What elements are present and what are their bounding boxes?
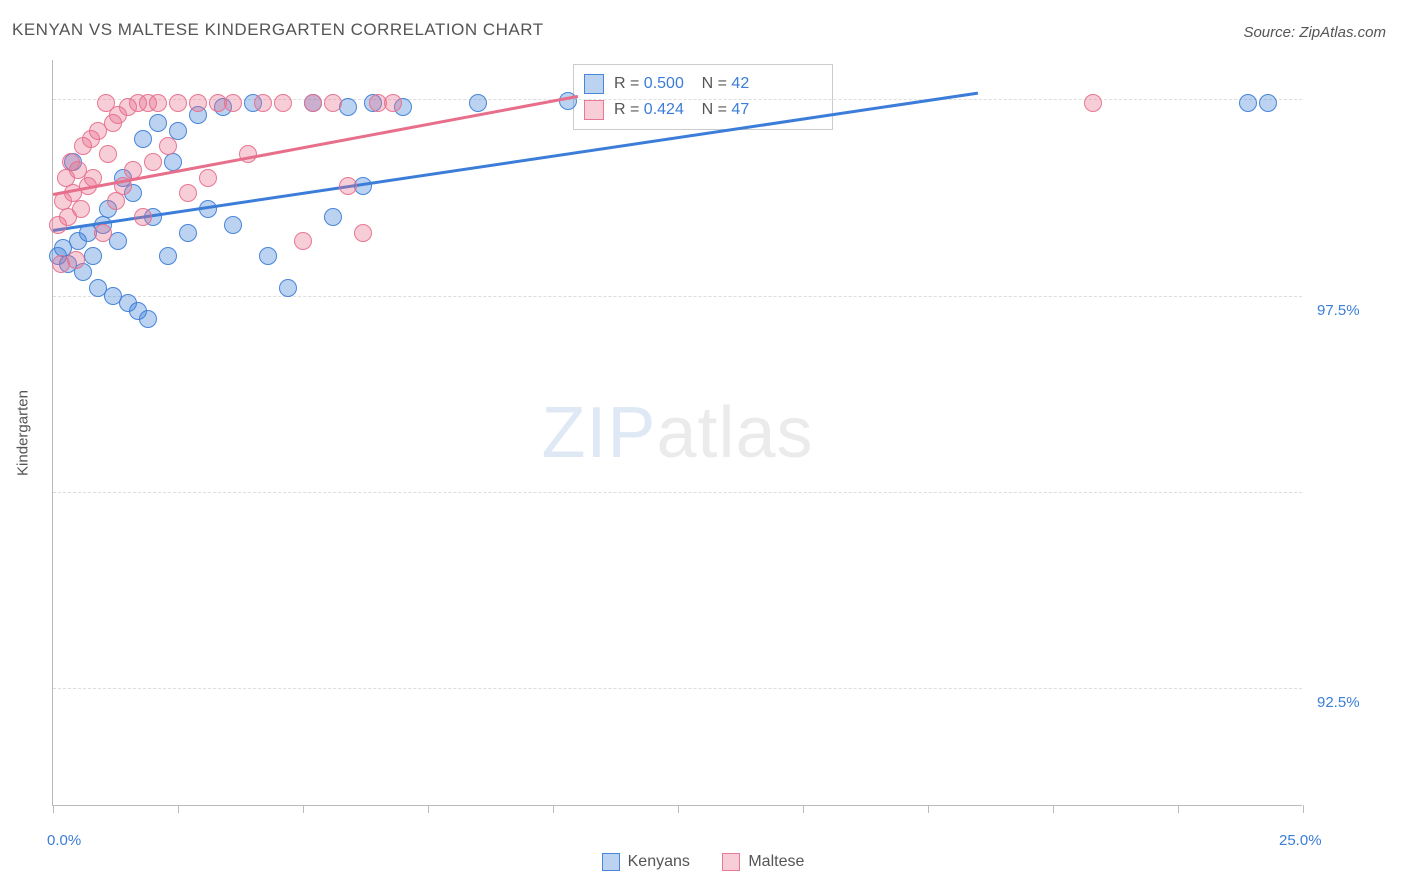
gridline-horizontal <box>53 688 1302 689</box>
data-point-maltese <box>149 94 167 112</box>
bottom-legend-label-maltese: Maltese <box>748 853 804 871</box>
legend-r-value-maltese: 0.424 <box>644 101 684 118</box>
data-point-maltese <box>94 224 112 242</box>
watermark: ZIPatlas <box>541 392 813 474</box>
data-point-maltese <box>274 94 292 112</box>
legend-n-label: N = <box>702 101 727 118</box>
plot-area: Kindergarten ZIPatlas R = 0.500 N = 42 R… <box>52 60 1302 806</box>
bottom-legend-item-maltese: Maltese <box>722 853 804 871</box>
data-point-maltese <box>384 94 402 112</box>
data-point-maltese <box>239 145 257 163</box>
data-point-kenyans <box>159 247 177 265</box>
y-tick-label: 92.5% <box>1317 694 1406 711</box>
data-point-kenyans <box>259 247 277 265</box>
data-point-maltese <box>324 94 342 112</box>
x-tick <box>1053 805 1054 813</box>
legend-stats-row-kenyans: R = 0.500 N = 42 <box>584 71 822 97</box>
x-tick-label: 0.0% <box>47 832 81 849</box>
data-point-maltese <box>97 94 115 112</box>
data-point-kenyans <box>469 94 487 112</box>
legend-r-value-kenyans: 0.500 <box>644 75 684 92</box>
x-tick <box>803 805 804 813</box>
watermark-atlas: atlas <box>656 393 813 473</box>
data-point-maltese <box>67 251 85 269</box>
x-tick <box>178 805 179 813</box>
x-tick-label: 25.0% <box>1279 832 1322 849</box>
watermark-zip: ZIP <box>541 393 656 473</box>
bottom-legend-swatch-maltese <box>722 853 740 871</box>
data-point-maltese <box>84 169 102 187</box>
data-point-maltese <box>159 137 177 155</box>
data-point-maltese <box>179 184 197 202</box>
data-point-maltese <box>254 94 272 112</box>
data-point-maltese <box>339 177 357 195</box>
data-point-maltese <box>72 200 90 218</box>
data-point-kenyans <box>179 224 197 242</box>
source-credit: Source: ZipAtlas.com <box>1243 24 1386 41</box>
legend-n-value-maltese: 47 <box>731 101 749 118</box>
data-point-maltese <box>144 153 162 171</box>
data-point-maltese <box>124 161 142 179</box>
data-point-kenyans <box>169 122 187 140</box>
gridline-horizontal <box>53 492 1302 493</box>
chart-container: KENYAN VS MALTESE KINDERGARTEN CORRELATI… <box>0 0 1406 892</box>
data-point-maltese <box>199 169 217 187</box>
x-tick <box>678 805 679 813</box>
data-point-maltese <box>354 224 372 242</box>
legend-n-label: N = <box>702 75 727 92</box>
data-point-kenyans <box>279 279 297 297</box>
x-tick <box>553 805 554 813</box>
x-tick <box>928 805 929 813</box>
legend-stats-text-maltese: R = 0.424 N = 47 <box>614 97 749 123</box>
data-point-kenyans <box>224 216 242 234</box>
x-tick <box>1178 805 1179 813</box>
bottom-legend: Kenyans Maltese <box>0 853 1406 876</box>
data-point-kenyans <box>84 247 102 265</box>
legend-stats-text-kenyans: R = 0.500 N = 42 <box>614 71 749 97</box>
data-point-maltese <box>294 232 312 250</box>
data-point-maltese <box>224 94 242 112</box>
data-point-kenyans <box>324 208 342 226</box>
x-tick <box>303 805 304 813</box>
legend-swatch-kenyans <box>584 74 604 94</box>
data-point-kenyans <box>1239 94 1257 112</box>
data-point-maltese <box>169 94 187 112</box>
data-point-kenyans <box>1259 94 1277 112</box>
legend-r-label: R = <box>614 75 639 92</box>
data-point-maltese <box>134 208 152 226</box>
y-tick-label: 97.5% <box>1317 302 1406 319</box>
data-point-kenyans <box>149 114 167 132</box>
data-point-kenyans <box>199 200 217 218</box>
gridline-horizontal <box>53 296 1302 297</box>
legend-swatch-maltese <box>584 100 604 120</box>
bottom-legend-label-kenyans: Kenyans <box>628 853 690 871</box>
y-axis-label: Kindergarten <box>15 390 32 476</box>
legend-r-label: R = <box>614 101 639 118</box>
bottom-legend-swatch-kenyans <box>602 853 620 871</box>
x-tick <box>428 805 429 813</box>
legend-n-value-kenyans: 42 <box>731 75 749 92</box>
x-tick <box>1303 805 1304 813</box>
data-point-maltese <box>1084 94 1102 112</box>
data-point-kenyans <box>139 310 157 328</box>
x-tick <box>53 805 54 813</box>
data-point-maltese <box>107 192 125 210</box>
data-point-maltese <box>99 145 117 163</box>
data-point-maltese <box>304 94 322 112</box>
data-point-maltese <box>189 94 207 112</box>
data-point-maltese <box>114 177 132 195</box>
data-point-kenyans <box>134 130 152 148</box>
bottom-legend-item-kenyans: Kenyans <box>602 853 690 871</box>
chart-title: KENYAN VS MALTESE KINDERGARTEN CORRELATI… <box>12 20 544 40</box>
